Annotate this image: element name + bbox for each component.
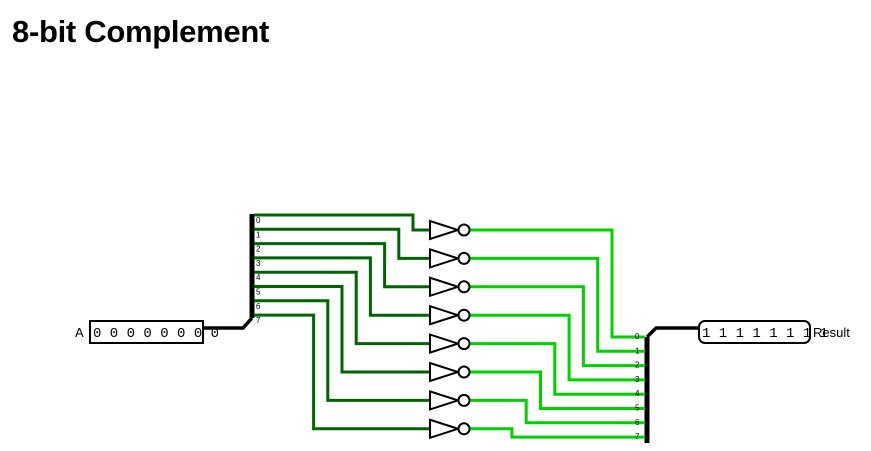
output-pin-label: Result	[813, 325, 850, 340]
page-title: 8-bit Complement	[12, 14, 269, 49]
not-gate[interactable]	[429, 304, 471, 326]
not-gates	[429, 219, 471, 440]
not-gate[interactable]	[429, 390, 471, 411]
output-bit-wire	[470, 370, 645, 410]
input-bit-wire	[254, 256, 430, 317]
output-bit-wire	[470, 342, 645, 396]
input-splitter-index: 6	[256, 302, 261, 311]
output-bit-wire	[470, 313, 645, 382]
output-splitter-index: 5	[635, 404, 640, 413]
input-bit-wire	[254, 242, 430, 289]
output-splitter-index: 2	[635, 361, 640, 370]
output-splitter-index: 6	[635, 418, 640, 427]
input-splitter-index: 4	[256, 273, 261, 282]
output-splitter-index: 1	[635, 346, 640, 355]
output-pin-result: 1 1 1 1 1 1 1 1	[698, 320, 828, 344]
input-splitter-index: 7	[256, 316, 261, 325]
input-splitter-indices: 0 1 2 3 4 5 6 7	[256, 216, 261, 325]
input-bit-wire	[254, 227, 430, 260]
not-gate[interactable]	[429, 361, 471, 383]
input-splitter-index: 5	[256, 288, 261, 297]
input-bit-wire	[254, 285, 430, 374]
output-bit-wire	[470, 228, 645, 339]
input-wires	[254, 213, 430, 431]
not-gate[interactable]	[429, 418, 471, 440]
input-pin-a[interactable]: 0 0 0 0 0 0 0 0	[89, 320, 219, 344]
input-splitter-index: 1	[256, 230, 261, 239]
output-splitter-index: 4	[635, 389, 640, 398]
output-splitter-index: 0	[635, 332, 640, 341]
input-bit-wire	[254, 299, 430, 402]
not-gate[interactable]	[429, 219, 471, 241]
not-gate[interactable]	[429, 276, 471, 298]
input-splitter-index: 0	[256, 216, 261, 225]
input-bus-wire	[203, 316, 254, 330]
output-pin-value: 1 1 1 1 1 1 1 1	[702, 326, 828, 342]
output-splitter-indices: 0 1 2 3 4 5 6 7	[635, 332, 640, 441]
output-bit-wire	[470, 285, 645, 368]
output-wires	[470, 228, 645, 439]
output-bit-wire	[470, 427, 645, 439]
input-bit-wire	[254, 270, 430, 346]
not-gate[interactable]	[429, 248, 471, 269]
output-splitter-index: 3	[635, 375, 640, 384]
output-bit-wire	[470, 256, 645, 353]
output-bit-wire	[470, 398, 645, 425]
output-bus-wire	[645, 326, 700, 339]
input-pin-label: A	[75, 325, 84, 340]
input-splitter-index: 3	[256, 259, 261, 268]
input-bit-wire	[254, 313, 430, 431]
output-splitter-index: 7	[635, 432, 640, 441]
input-pin-value: 0 0 0 0 0 0 0 0	[93, 326, 219, 342]
input-splitter-index: 2	[256, 245, 261, 254]
input-bit-wire	[254, 213, 430, 232]
not-gate[interactable]	[429, 333, 471, 354]
